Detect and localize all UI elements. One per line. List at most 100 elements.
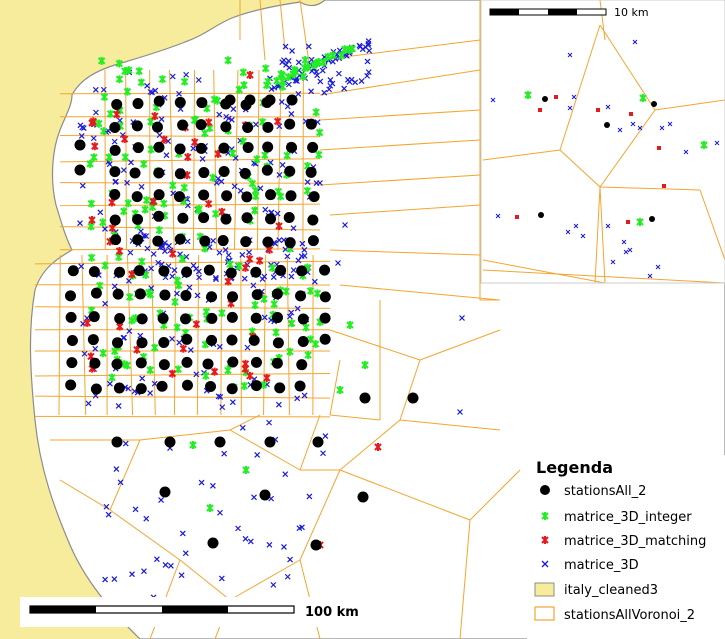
voronoi-edge: [286, 254, 290, 416]
station-dot: [111, 98, 123, 110]
matrice-3d-cross: [183, 253, 190, 260]
matrice-3d-cross: [102, 300, 109, 307]
station-dot: [261, 164, 273, 176]
matrice-3d-cross: [319, 67, 326, 74]
matrice-3d-integer-star: [240, 381, 249, 390]
matrice-3d-cross: [326, 86, 333, 93]
station-dot: [67, 265, 79, 277]
station-dot: [196, 97, 208, 109]
voronoi-edge: [299, 469, 341, 561]
matrice-3d-integer-star: [284, 73, 293, 82]
station-dot: [319, 333, 331, 345]
matrice-3d-cross: [158, 497, 165, 504]
voronoi-edge: [469, 469, 521, 521]
matrice-3d-cross: [120, 167, 127, 174]
station-dot: [310, 539, 322, 551]
voronoi-edge: [59, 203, 321, 207]
station-dot: [111, 436, 123, 448]
station-dot: [265, 189, 277, 201]
matrice-3d-cross: [261, 314, 268, 321]
matrice-3d-integer-star: [211, 209, 220, 218]
matrice-3d-cross: [183, 71, 190, 78]
matrice-3d-cross: [121, 334, 127, 341]
inset-voronoi-edge: [599, 186, 701, 191]
blue-cross-icon: [541, 560, 549, 568]
voronoi-edge: [339, 284, 501, 301]
matrice-3d-cross: [194, 292, 201, 299]
station-dot: [319, 264, 331, 276]
inset-voronoi-layer: [480, 0, 725, 284]
station-dot: [114, 312, 126, 324]
matrice-3d-cross: [287, 556, 293, 563]
station-dot: [198, 189, 210, 201]
matrice-3d-matching-star: [113, 110, 121, 119]
station-dot: [112, 337, 124, 349]
matrice-3d-cross: [252, 121, 259, 128]
voronoi-edge: [279, 0, 286, 51]
station-dot: [262, 236, 274, 248]
station-dot: [135, 383, 147, 395]
matrice-3d-cross: [246, 249, 252, 256]
matrice-3d-cross: [102, 576, 109, 583]
matrice-3d-integer-star: [315, 150, 323, 159]
station-dot: [262, 121, 274, 133]
matrice-3d-integer-star: [90, 153, 98, 162]
station-dot: [305, 166, 317, 178]
matrice-3d-cross: [244, 344, 251, 351]
station-dot: [153, 95, 165, 107]
station-dot: [153, 141, 165, 153]
matrice-3d-cross: [215, 393, 222, 400]
matrice-3d-matching-star: [133, 345, 141, 354]
station-dot: [136, 313, 148, 325]
matrice-3d-integer-star: [202, 371, 210, 380]
station-dot: [203, 264, 215, 276]
matrice-3d-cross: [284, 573, 291, 580]
matrice-3d-integer-star: [115, 59, 123, 68]
voronoi-edge: [299, 0, 311, 71]
voronoi-edge: [329, 249, 481, 256]
station-dot: [112, 288, 124, 300]
station-dot: [248, 334, 260, 346]
inset-matrice-cross: [623, 249, 629, 255]
matrice-3d-integer-star: [144, 288, 153, 297]
matrice-3d-cross: [232, 155, 239, 161]
matrice-3d-integer-star: [125, 66, 133, 75]
station-dot: [241, 212, 253, 224]
matrice-3d-matching-star: [115, 246, 124, 255]
station-dot: [65, 379, 77, 391]
station-dot: [132, 142, 144, 154]
inset-matrice-cross: [567, 52, 573, 58]
station-dot: [241, 191, 253, 203]
matrice-3d-integer-star: [329, 51, 337, 60]
station-dot: [220, 213, 232, 225]
inset-voronoi-edge: [482, 149, 561, 161]
matrice-3d-integer-star: [105, 153, 113, 162]
station-dot: [651, 101, 657, 107]
matrice-3d-cross: [241, 275, 248, 282]
inset-matrice-cross: [610, 259, 616, 265]
matrice-3d-cross: [176, 90, 182, 97]
matrice-3d-integer-star: [101, 261, 109, 270]
station-dot: [297, 335, 309, 347]
station-dot: [217, 235, 229, 247]
station-dot: [65, 311, 77, 323]
inset-matching-marker: [515, 215, 519, 219]
inset-voronoi-edge: [594, 186, 601, 284]
station-dot: [272, 337, 284, 349]
matrice-3d-cross: [308, 88, 315, 95]
matrice-3d-cross: [266, 541, 273, 548]
matrice-3d-matching-star: [210, 367, 219, 376]
matrice-3d-integer-star: [224, 56, 232, 65]
matrice-3d-cross: [217, 509, 223, 516]
station-dot: [177, 212, 189, 224]
matrice-3d-integer-star: [348, 44, 357, 53]
matrice-3d-matching-star: [191, 138, 199, 147]
matrice-3d-integer-star: [173, 276, 182, 285]
station-dot: [285, 190, 297, 202]
station-dot: [66, 335, 78, 347]
matrice-3d-cross: [127, 249, 134, 256]
matrice-3d-cross: [216, 111, 223, 118]
matrice-3d-integer-star: [155, 226, 163, 235]
inset-matrice-cross: [490, 97, 496, 103]
matrice-3d-cross: [261, 273, 268, 280]
